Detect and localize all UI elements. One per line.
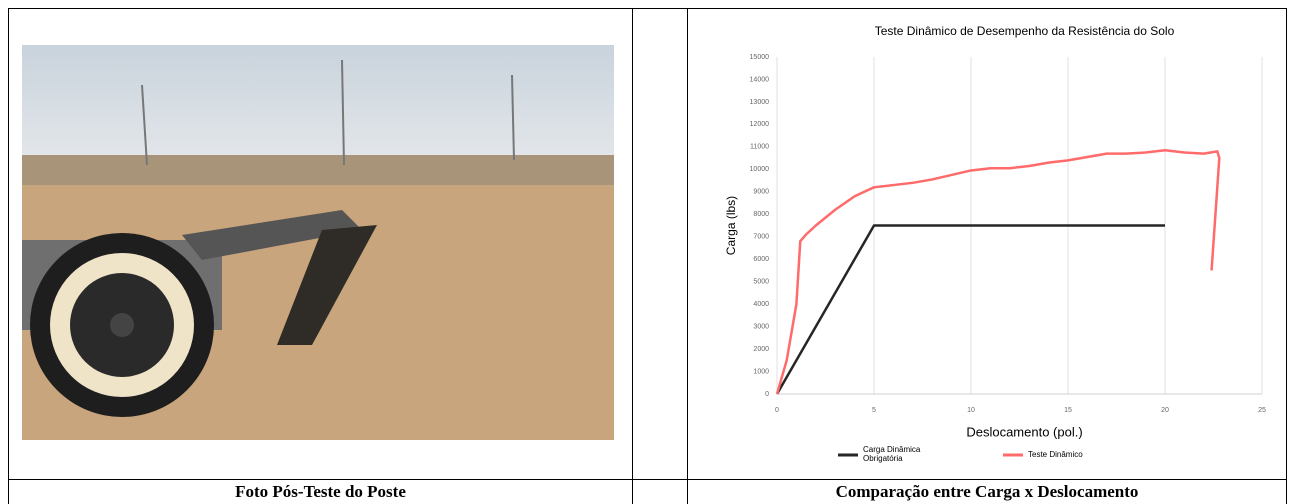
y-tick-label: 12000: [750, 121, 770, 128]
x-axis-label: Deslocamento (pol.): [966, 424, 1082, 439]
y-tick-label: 6000: [753, 256, 769, 263]
border: [8, 8, 1287, 9]
y-tick-label: 8000: [753, 211, 769, 218]
y-tick-label: 15000: [750, 54, 770, 61]
caption: Foto Pós-Teste do Poste: [235, 482, 406, 501]
border: [687, 8, 688, 504]
y-tick-label: 5000: [753, 279, 769, 286]
y-tick-label: 9000: [753, 189, 769, 196]
x-tick-label: 15: [1064, 407, 1072, 414]
caption: Comparação entre Carga x Deslocamento: [835, 482, 1139, 501]
legend-label: Teste Dinâmico: [1028, 450, 1083, 459]
y-axis-label: Carga (lbs): [724, 196, 738, 255]
photo: [22, 45, 614, 440]
x-tick-label: 20: [1161, 407, 1169, 414]
legend-label: Carga Dinâmica Obrigatória: [863, 445, 921, 463]
x-tick-label: 0: [775, 407, 779, 414]
y-tick-label: 4000: [753, 301, 769, 308]
y-tick-label: 13000: [750, 99, 770, 106]
y-tick-label: 2000: [753, 346, 769, 353]
y-tick-label: 7000: [753, 234, 769, 241]
chart: Teste Dinâmico de Desempenho da Resistên…: [724, 24, 1266, 463]
border: [8, 479, 1287, 480]
y-tick-label: 10000: [750, 166, 770, 173]
y-tick-label: 14000: [750, 76, 770, 83]
border: [8, 8, 9, 504]
x-tick-label: 10: [967, 407, 975, 414]
line: [775, 224, 1165, 395]
chart-title: Teste Dinâmico de Desempenho da Resistên…: [875, 24, 1175, 38]
border: [1286, 8, 1287, 504]
y-tick-label: 3000: [753, 323, 769, 330]
x-tick-label: 5: [872, 407, 876, 414]
y-tick-label: 1000: [753, 368, 769, 375]
x-tick-label: 25: [1258, 407, 1266, 414]
y-tick-label: 0: [765, 391, 769, 398]
y-tick-label: 11000: [750, 144, 769, 151]
line: [775, 148, 1221, 395]
border: [632, 8, 633, 504]
